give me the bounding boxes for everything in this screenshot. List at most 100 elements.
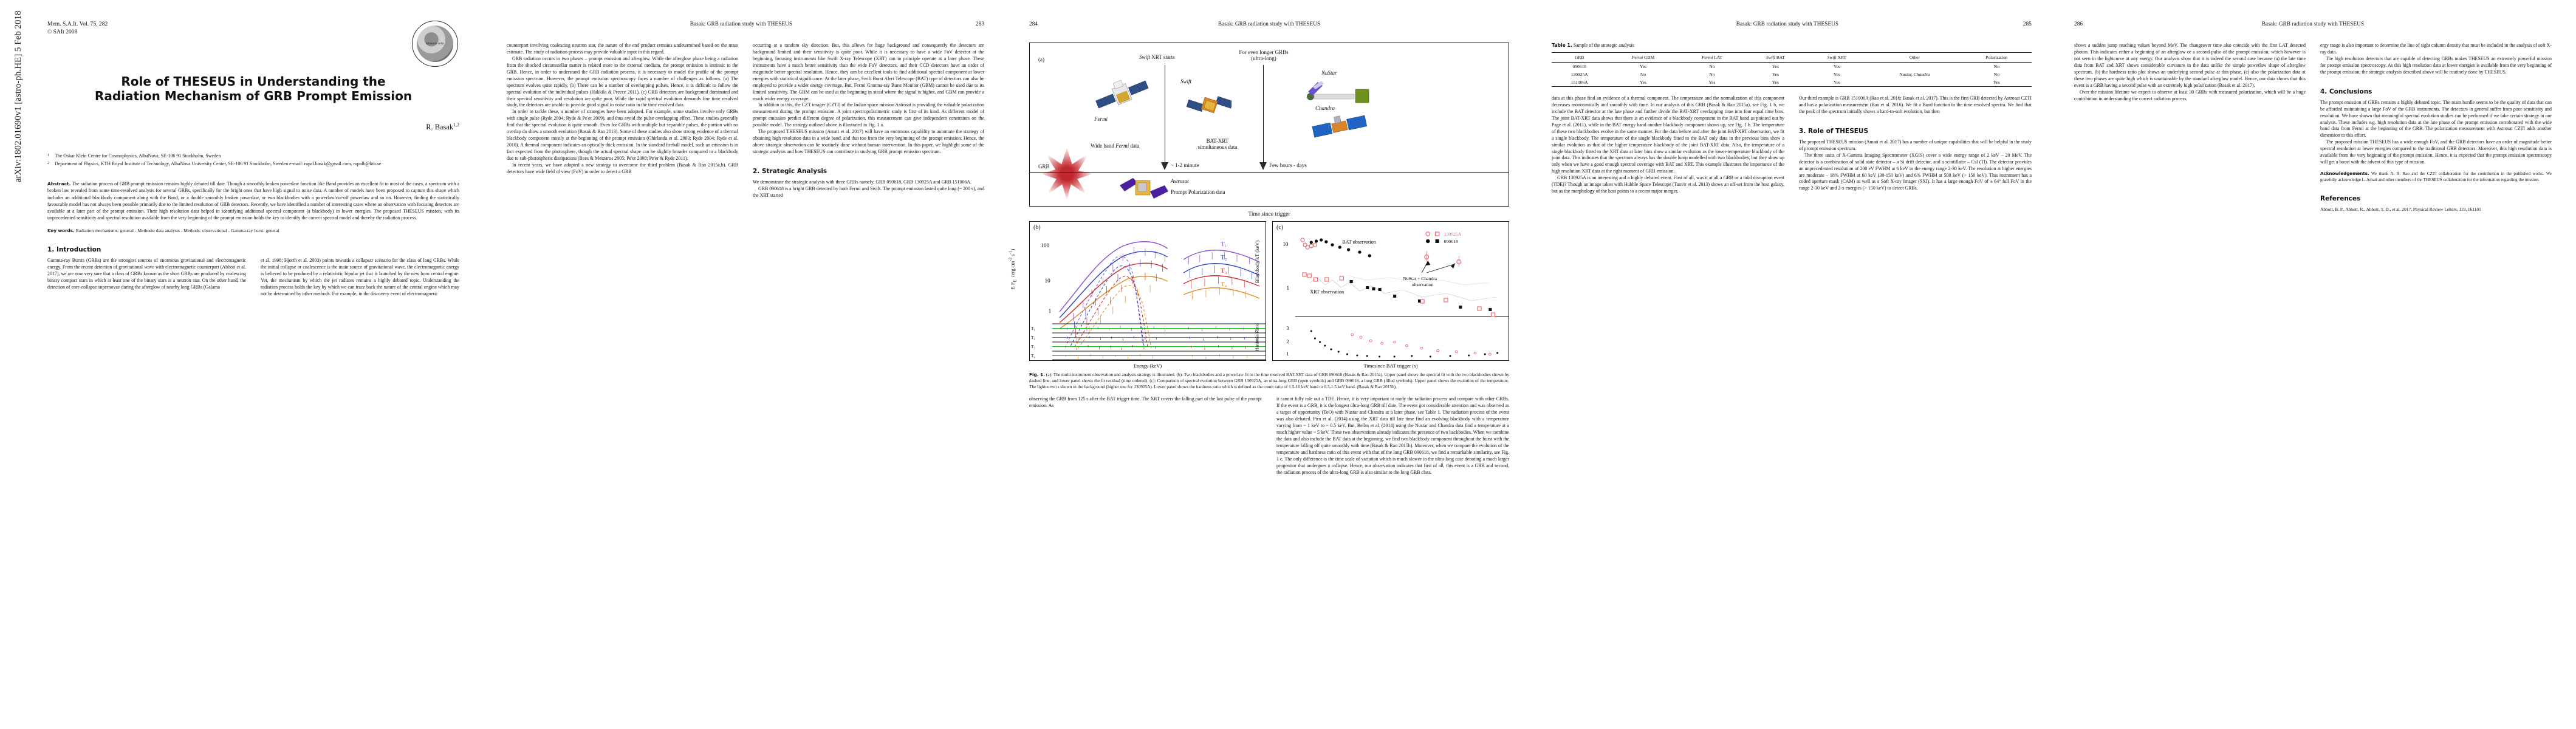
- label-astrosat: Astrosat: [1171, 178, 1189, 184]
- paragraph: The prompt emission of GRBs remains a hi…: [2320, 99, 2552, 139]
- chandra-satellite-icon: [1312, 115, 1368, 138]
- figure-caption-label: Fig. 1.: [1029, 372, 1045, 377]
- cell-fermi-gbm: Yes: [1640, 80, 1646, 85]
- author-line: R. Basak1,2: [426, 122, 459, 131]
- running-head-page-2: Basak: GRB radiation study with THESEUS …: [507, 21, 984, 27]
- astrosat-satellite-icon: [1120, 178, 1168, 199]
- figure-1-plots: (b) E FE (erg cm-2 s-1) 100 10 1: [1009, 221, 1509, 369]
- arrow-head-2: [1259, 162, 1267, 170]
- cell-swift-bat: Yes: [1772, 64, 1779, 69]
- page-1: arXiv:1802.01690v1 [astro-ph.HE] 5 Feb 2…: [0, 0, 486, 729]
- cell-fermi-lat: Yes: [1708, 80, 1716, 85]
- figure-1-caption: Fig. 1. (a): The multi-instrument observ…: [1029, 372, 1509, 390]
- abstract: Abstract. The radiation process of GRB p…: [47, 180, 459, 222]
- page-number: 284: [1029, 21, 1038, 27]
- annotation-wideband: Wide band Fermi data: [1091, 143, 1140, 149]
- svg-text:10: 10: [1045, 278, 1051, 284]
- paragraph: In order to tackle these, a number of st…: [507, 109, 738, 161]
- panel-b-label: (b): [1033, 224, 1041, 231]
- svg-text:NuStar + Chandra: NuStar + Chandra: [1403, 276, 1437, 281]
- affiliation-text: Department of Physics, KTH Royal Institu…: [55, 160, 382, 166]
- page-1-columns: Gamma-ray Bursts (GRBs) are the stronges…: [47, 258, 459, 298]
- page-2: Basak: GRB radiation study with THESEUS …: [486, 0, 1009, 729]
- paragraph: The proposed THESEUS mission (Amati et a…: [753, 129, 984, 154]
- column-left: Gamma-ray Bursts (GRBs) are the stronges…: [47, 258, 246, 298]
- svg-text:1: 1: [1286, 285, 1289, 291]
- cell-swift-xrt: Yes: [1833, 80, 1840, 85]
- acknowledgements-label: Acknowledgements.: [2320, 171, 2369, 177]
- annotation-swift-xrt-starts: Swift Swift XRT startsXRT starts: [1139, 54, 1175, 60]
- cell-fermi-lat: No: [1709, 64, 1715, 69]
- page-title: Role of THESEUS in Understanding the Rad…: [47, 74, 459, 104]
- acknowledgements: Acknowledgements. We thank A. R. Rao and…: [2320, 171, 2552, 183]
- panel-c-label: (c): [1276, 224, 1284, 231]
- paragraph: Our third example is GRB 151006A (Rao et…: [1799, 95, 2032, 114]
- section-number: 3.: [1799, 127, 1806, 135]
- figure-1-panel-c: (c) Blackbody kT (keV) Hardness Ratio 10…: [1254, 221, 1509, 369]
- svg-text:T₄: T₄: [1221, 281, 1227, 288]
- table-col-polarization: Polarization: [1985, 55, 2008, 60]
- paragraph: it cannot fully rule out a TDE. Hence, i…: [1276, 396, 1510, 475]
- running-head-page-4: Basak: GRB radiation study with THESEUS …: [1552, 21, 2032, 27]
- title-line-2: Radiation Mechanism of GRB Prompt Emissi…: [94, 89, 413, 104]
- page-4: Basak: GRB radiation study with THESEUS …: [1531, 0, 2054, 729]
- section-heading-role-of-theseus: 3. Role of THESEUS: [1799, 128, 2032, 135]
- affiliation-item: 2 Department of Physics, KTH Royal Insti…: [47, 160, 459, 167]
- swift-satellite-icon: [1187, 96, 1231, 114]
- column-right: it cannot fully rule out a TDE. Hence, i…: [1276, 396, 1509, 476]
- journal-reference: Mem. S.A.It. Vol. 75, 282 © SAIt 2008: [47, 21, 459, 36]
- cell-grb: 151006A: [1571, 80, 1588, 85]
- paragraph: In recent years, we have adopted a new s…: [507, 162, 738, 174]
- abstract-text: The radiation process of GRB prompt emis…: [47, 180, 459, 221]
- label-fermi: Fermi: [1094, 116, 1108, 122]
- annotation-bat-xrt: BAT-XRT simultaneous data: [1197, 138, 1238, 150]
- cell-fermi-lat: No: [1709, 72, 1715, 77]
- figure-caption-text: (a): The multi-instrument observation an…: [1029, 372, 1510, 390]
- column-left: data at this phase find an evidence of a…: [1552, 95, 1784, 195]
- running-head-page-3: 284 Basak: GRB radiation study with THES…: [1029, 21, 1509, 27]
- annotation-minute: ~ 1-2 minute: [1171, 162, 1199, 168]
- logo-text: Memorie della: [426, 42, 444, 46]
- arrow-shaft-2: [1263, 65, 1264, 167]
- nustar-satellite-icon: [1307, 81, 1369, 103]
- table-1-block: Table 1. Sample of the strategic analysi…: [1552, 43, 2032, 87]
- section-title: Role of THESEUS: [1807, 127, 1869, 135]
- panel-a-label: (a): [1038, 56, 1044, 63]
- column-right: occurring at a random sky direction. But…: [753, 43, 984, 199]
- cell-swift-bat: Yes: [1772, 80, 1779, 85]
- panel-c-xlabel: Timesince BAT trigger (s): [1363, 363, 1418, 369]
- label-chandra: Chandra: [1315, 105, 1335, 111]
- annotation-polarization: Prompt Polarization data: [1171, 189, 1225, 195]
- abstract-label: Abstract.: [47, 180, 71, 187]
- svg-text:T₂: T₂: [1031, 335, 1035, 340]
- section-heading-references: References: [2320, 195, 2361, 203]
- journal-ref-line-1: Mem. S.A.It. Vol. 75, 282: [47, 21, 108, 27]
- page-number: 285: [2023, 21, 2032, 27]
- cell-other: Nustar, Chandra: [1899, 72, 1930, 77]
- label-grb: GRB: [1038, 163, 1050, 169]
- svg-text:090618: 090618: [1444, 239, 1458, 244]
- references-list: Abbott, B. P., Abbott, R., Abbott, T. D.…: [2320, 207, 2552, 213]
- paragraph: data at this phase find an evidence of a…: [1552, 95, 1784, 174]
- table-col-fermi-gbm: Fermi GBM: [1631, 55, 1655, 60]
- paragraph: The proposed THESEUS mission (Amati et a…: [1799, 139, 2032, 151]
- label-nustar: NuStar: [1321, 70, 1337, 76]
- page-number: 283: [975, 21, 984, 27]
- paragraph: The proposed mission THESEUS has a wide …: [2320, 139, 2552, 165]
- section-number: 4.: [2320, 87, 2328, 95]
- svg-text:T₂: T₂: [1221, 255, 1227, 261]
- table-1-caption: Table 1. Sample of the strategic analysi…: [1552, 43, 2032, 48]
- section-title: Introduction: [56, 246, 101, 254]
- svg-text:2: 2: [1286, 339, 1289, 344]
- svg-text:T₁: T₁: [1221, 241, 1227, 248]
- acknowledgements-text: We thank A. R. Rao and the CZTI collabor…: [2320, 171, 2552, 182]
- table-caption-text: Sample of the strategic analysis: [1573, 43, 1634, 48]
- affiliations: 1 The Oskar Klein Centre for Cosmophysic…: [47, 152, 459, 167]
- paragraph: shows a sudden jump reaching values beyo…: [2074, 43, 2306, 88]
- page-5-columns: shows a sudden jump reaching values beyo…: [2074, 43, 2552, 213]
- paragraph: counterpart involving coalescing neutron…: [507, 43, 738, 55]
- paragraph: GRB 090618 is a bright GRB detected by b…: [753, 185, 984, 198]
- section-heading-conclusions: 4. Conclusions: [2320, 88, 2552, 95]
- paragraph: We demonstrate the strategic analysis wi…: [753, 179, 972, 185]
- affiliation-text: The Oskar Klein Centre for Cosmophysics,…: [55, 152, 221, 159]
